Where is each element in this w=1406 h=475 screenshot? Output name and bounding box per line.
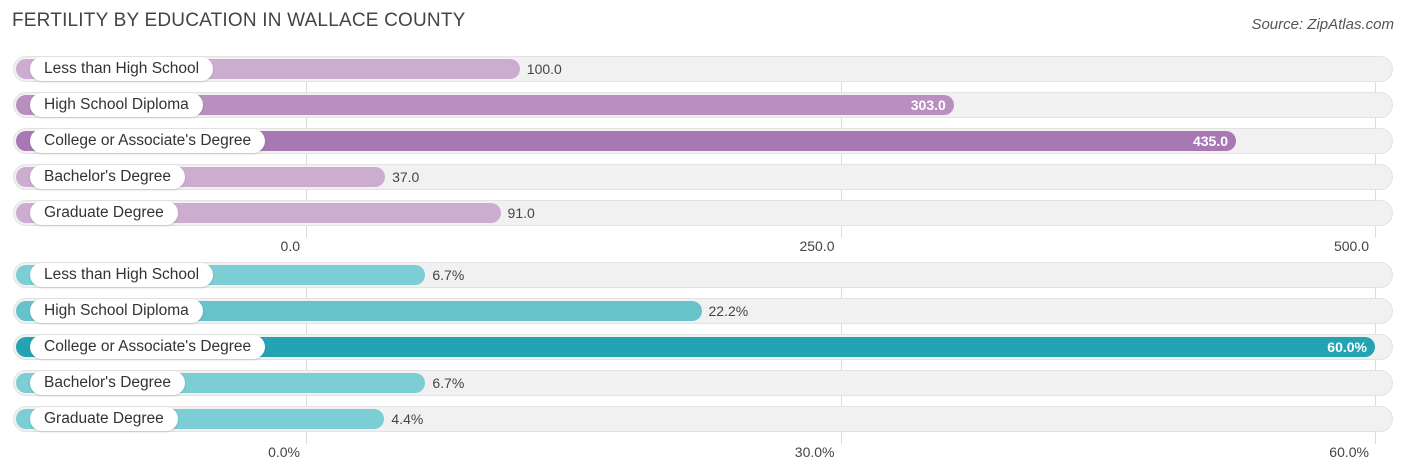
category-label: Less than High School <box>30 263 214 287</box>
chart-title: FERTILITY BY EDUCATION IN WALLACE COUNTY <box>12 10 466 31</box>
category-label: Less than High School <box>30 57 214 81</box>
category-label: Bachelor's Degree <box>30 371 186 395</box>
value-label: 37.0 <box>392 169 420 185</box>
category-label: College or Associate's Degree <box>30 335 266 359</box>
category-label: High School Diploma <box>30 93 203 117</box>
value-label: 22.2% <box>708 303 749 319</box>
tick-label: 30.0% <box>794 444 835 460</box>
value-label: 100.0 <box>526 61 562 77</box>
tick-label: 0.0% <box>268 444 300 460</box>
bar <box>16 95 954 115</box>
value-label: 6.7% <box>432 375 465 391</box>
tick-label: 0.0 <box>280 238 300 254</box>
category-label: High School Diploma <box>30 299 203 323</box>
category-label: Bachelor's Degree <box>30 165 186 189</box>
bar <box>16 131 1237 151</box>
category-label: Graduate Degree <box>30 201 178 225</box>
value-label: 303.0 <box>910 97 946 113</box>
value-label: 60.0% <box>1327 339 1367 355</box>
value-label: 6.7% <box>432 267 465 283</box>
source-note: Source: ZipAtlas.com <box>1251 16 1394 33</box>
category-label: College or Associate's Degree <box>30 129 266 153</box>
value-label: 435.0 <box>1192 133 1229 149</box>
value-label: 91.0 <box>507 205 535 221</box>
bar <box>16 337 1375 357</box>
tick-label: 500.0 <box>1333 238 1369 254</box>
tick-label: 60.0% <box>1329 444 1369 460</box>
tick-label: 250.0 <box>799 238 835 254</box>
value-label: 4.4% <box>391 411 424 427</box>
category-label: Graduate Degree <box>30 407 178 431</box>
